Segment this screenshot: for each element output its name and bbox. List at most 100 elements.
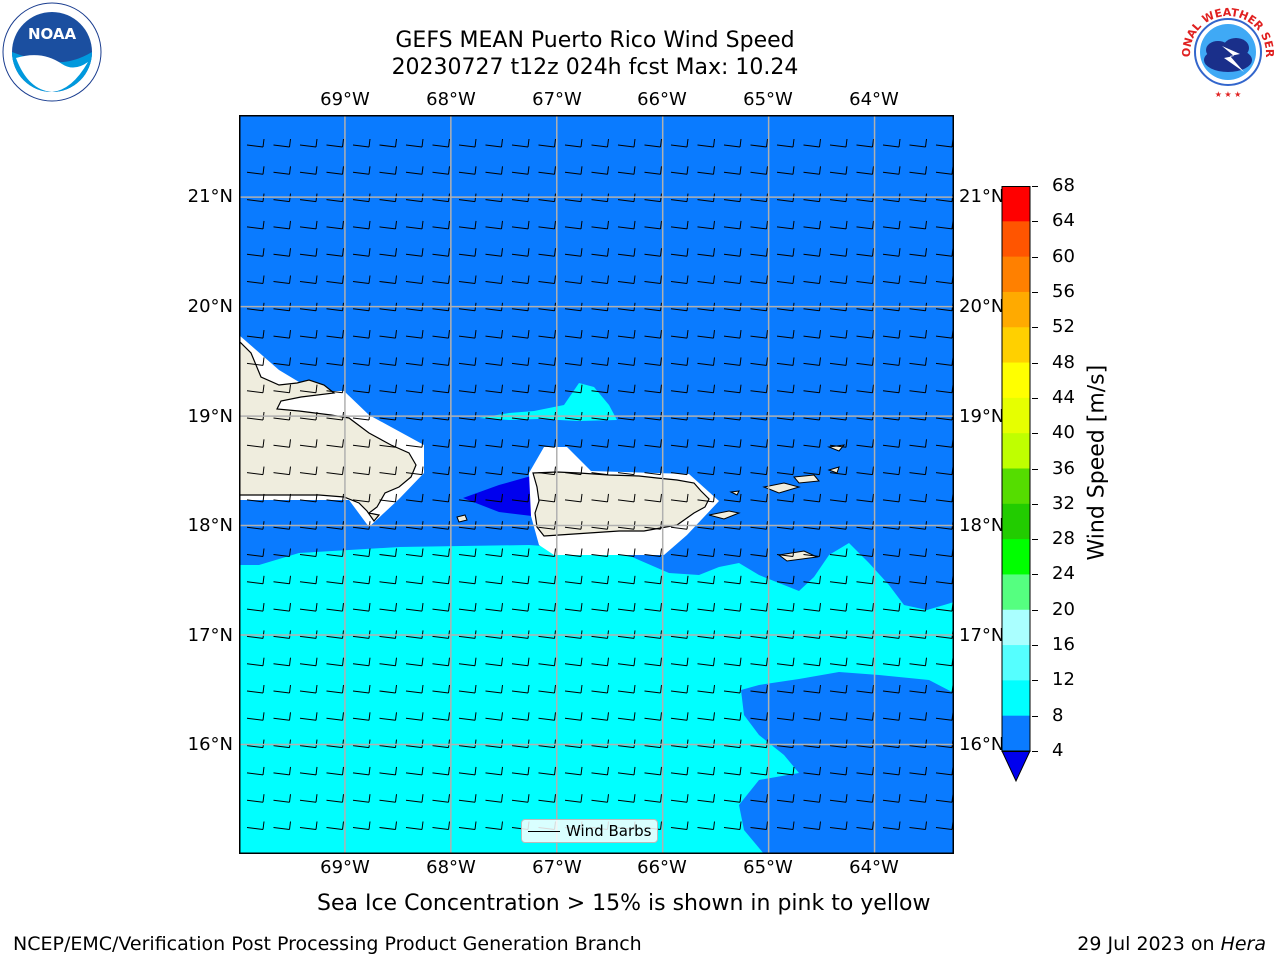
wind-barb [803, 166, 821, 175]
wind-barb [273, 821, 291, 830]
wind-field-8-12-south [239, 543, 954, 854]
wind-barb [405, 657, 424, 667]
sea-ice-caption: Sea Ice Concentration > 15% is shown in … [317, 891, 931, 916]
wind-barb [856, 794, 874, 803]
wind-barb [591, 384, 609, 394]
wind-barb [432, 384, 450, 394]
footer-right: 29 Jul 2023 on Hera [1077, 933, 1266, 955]
wind-barb [909, 657, 927, 667]
wind-barb [299, 357, 318, 366]
wind-barb [538, 657, 556, 667]
wind-barb [405, 138, 424, 148]
wind-barb [405, 466, 424, 476]
wind-barb [723, 821, 742, 830]
wind-barb [405, 712, 424, 721]
wind-barb [405, 220, 424, 230]
wind-barb [697, 603, 715, 612]
wind-barb [856, 739, 874, 749]
wind-barb [458, 794, 477, 803]
wind-barb [882, 794, 901, 803]
wind-barb [723, 138, 742, 148]
wind-barb [750, 657, 768, 667]
wind-barb [591, 739, 609, 749]
wind-barb [432, 821, 450, 830]
wind-barb [352, 794, 371, 803]
wind-barb [246, 330, 265, 339]
wind-barb [644, 739, 662, 749]
wind-barb [909, 166, 927, 175]
wind-barb [697, 275, 715, 284]
colorbar-tick-mark [1032, 186, 1038, 187]
wind-barb [538, 603, 556, 612]
svg-text:NOAA: NOAA [28, 25, 77, 43]
wind-barb [670, 275, 689, 284]
wind-barb [909, 138, 927, 148]
lat-tick-right: 17°N [959, 625, 1005, 646]
wind-barb [299, 493, 318, 503]
wind-barb [326, 548, 344, 557]
wind-barb [485, 275, 503, 284]
wind-barb [829, 794, 848, 803]
wind-barb [458, 166, 477, 175]
wind-barb [803, 248, 821, 257]
wind-barb [829, 739, 848, 749]
wind-barb [432, 712, 450, 721]
wind-barb [882, 712, 901, 721]
wind-barb [829, 575, 848, 585]
chart-subtitle: 20230727 t12z 024h fcst Max: 10.24 [391, 55, 799, 80]
wind-barb [379, 220, 397, 230]
wind-barb [909, 739, 927, 749]
wind-barb [723, 739, 742, 749]
wind-barb [670, 138, 689, 148]
wind-barb [405, 821, 424, 830]
wind-barb [326, 794, 344, 803]
wind-barb [644, 138, 662, 148]
wind-barb [723, 684, 742, 694]
wind-barb [246, 712, 265, 721]
wind-barb [856, 657, 874, 667]
wind-barb [723, 330, 742, 339]
colorbar-extend-arrow [1001, 750, 1031, 783]
wind-barb [856, 766, 874, 776]
wind-barb [803, 821, 821, 830]
wind-barb [882, 603, 901, 612]
wind-barb [246, 794, 265, 803]
colorbar-tick-mark [1032, 680, 1038, 682]
colorbar-tick-mark [1032, 715, 1038, 717]
wind-barb [326, 466, 344, 476]
wind-barb [326, 357, 344, 366]
wind-barb [458, 275, 477, 284]
wind-barb [697, 439, 715, 448]
wind-barb [511, 275, 530, 284]
wind-barb [538, 439, 556, 448]
wind-barb [750, 330, 768, 339]
wind-barb [856, 330, 874, 339]
wind-barb [750, 166, 768, 175]
wind-field-below-4 [463, 476, 532, 516]
wind-barb [273, 684, 291, 694]
wind-barb [511, 357, 530, 366]
wind-barb [299, 766, 318, 776]
wind-barb [432, 766, 450, 776]
wind-barb [829, 684, 848, 694]
wind-barb [379, 248, 397, 257]
wind-barb [458, 330, 477, 339]
wind-barb [776, 357, 795, 366]
wind-barb [458, 493, 477, 503]
wind-barb [591, 138, 609, 148]
wind-barb [564, 275, 583, 284]
wind-barb [405, 493, 424, 503]
footer-host: Hera [1220, 933, 1266, 955]
wind-barb [803, 603, 821, 612]
wind-barb [432, 357, 450, 366]
wind-barb [591, 166, 609, 175]
wind-barb [829, 357, 848, 366]
wind-barb [776, 439, 795, 448]
wind-barb [803, 657, 821, 667]
lat-lon-grid [239, 115, 954, 854]
lon-tick-top: 66°W [637, 89, 687, 110]
wind-barb [379, 766, 397, 776]
lon-tick-bottom: 68°W [426, 857, 476, 878]
lat-tick-left: 18°N [187, 515, 233, 536]
wind-barb [856, 575, 874, 585]
